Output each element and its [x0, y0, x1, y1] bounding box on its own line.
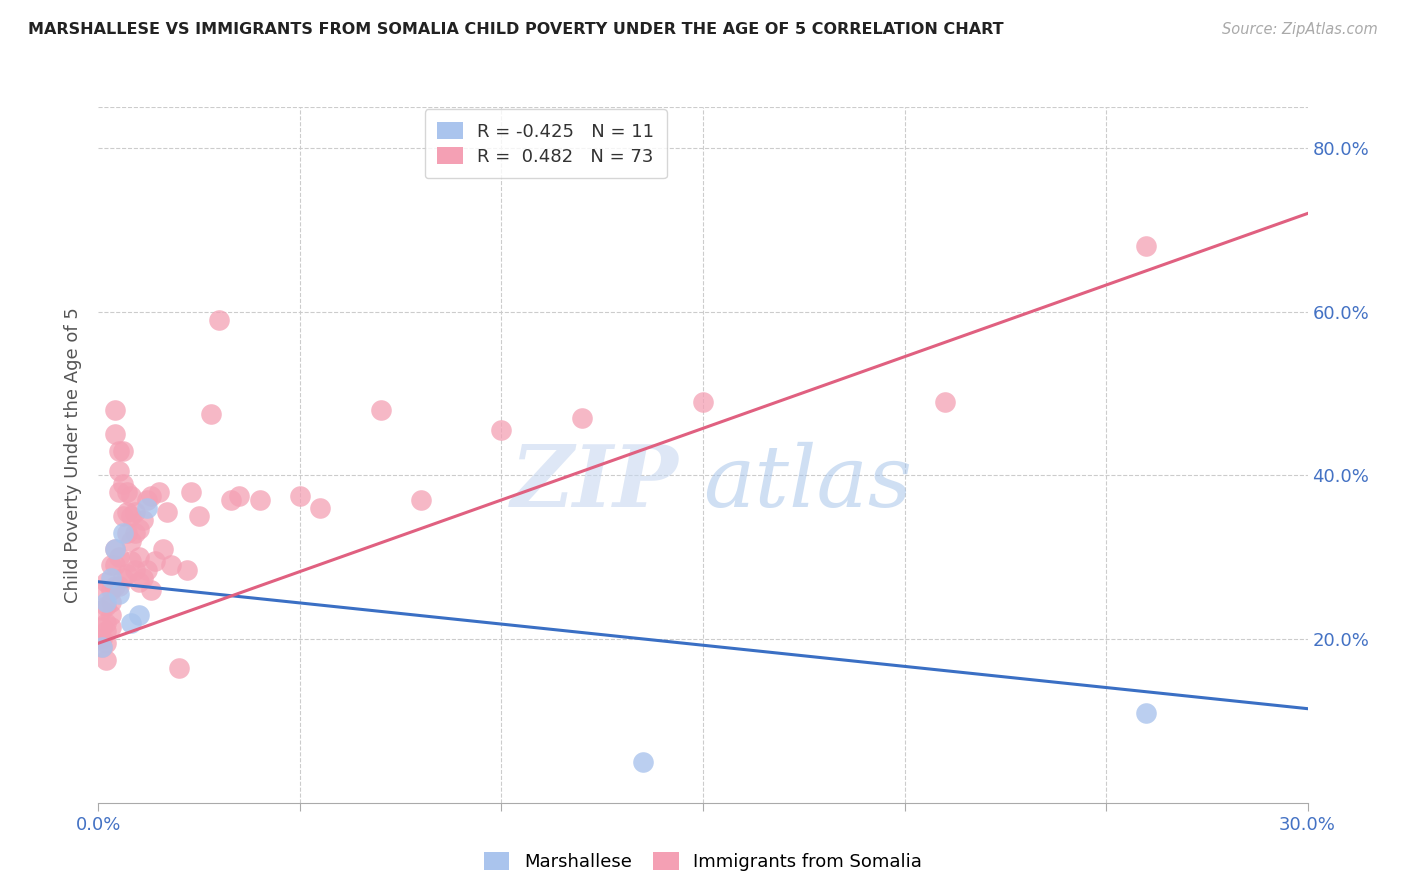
Point [249, 492, 271, 507]
Point [96, 636, 118, 650]
Point [221, 492, 243, 507]
Point [132, 571, 155, 585]
Point [934, 394, 956, 409]
Text: MARSHALLESE VS IMMIGRANTS FROM SOMALIA CHILD POVERTY UNDER THE AGE OF 5 CORRELAT: MARSHALLESE VS IMMIGRANTS FROM SOMALIA C… [28, 22, 1004, 37]
Point [309, 501, 332, 516]
Point [370, 403, 392, 417]
Text: atlas: atlas [703, 442, 912, 524]
Point [124, 525, 146, 540]
Point [103, 558, 125, 573]
Point [120, 509, 142, 524]
Point [160, 558, 183, 573]
Point [107, 443, 129, 458]
Point [111, 443, 134, 458]
Y-axis label: Child Poverty Under the Age of 5: Child Poverty Under the Age of 5 [63, 307, 82, 603]
Point [111, 476, 134, 491]
Point [631, 755, 654, 769]
Point [200, 407, 222, 421]
Point [176, 562, 198, 576]
Point [128, 607, 150, 622]
Point [152, 542, 174, 557]
Point [100, 607, 122, 622]
Point [156, 505, 179, 519]
Point [208, 313, 231, 327]
Point [1135, 706, 1157, 720]
Point [128, 574, 150, 589]
Point [124, 505, 146, 519]
Point [139, 489, 162, 503]
Point [91, 640, 114, 655]
Point [107, 484, 129, 499]
Point [96, 599, 118, 614]
Point [103, 542, 125, 557]
Point [135, 562, 157, 576]
Point [167, 661, 190, 675]
Point [120, 489, 142, 503]
Point [228, 489, 250, 503]
Point [288, 489, 311, 503]
Point [571, 411, 593, 425]
Point [100, 571, 122, 585]
Point [115, 566, 138, 581]
Point [120, 615, 142, 630]
Point [103, 542, 125, 557]
Point [120, 554, 142, 568]
Point [128, 550, 150, 565]
Point [143, 554, 166, 568]
Point [135, 501, 157, 516]
Point [100, 558, 122, 573]
Legend: R = -0.425   N = 11, R =  0.482   N = 73: R = -0.425 N = 11, R = 0.482 N = 73 [425, 109, 666, 178]
Point [132, 513, 155, 527]
Point [107, 464, 129, 478]
Point [96, 652, 118, 666]
Point [115, 484, 138, 499]
Point [124, 562, 146, 576]
Point [100, 595, 122, 609]
Point [103, 579, 125, 593]
Point [692, 394, 714, 409]
Point [96, 624, 118, 638]
Point [91, 640, 114, 655]
Point [188, 509, 211, 524]
Point [491, 423, 513, 437]
Point [115, 505, 138, 519]
Point [103, 427, 125, 442]
Point [148, 484, 170, 499]
Point [96, 615, 118, 630]
Point [91, 620, 114, 634]
Point [107, 587, 129, 601]
Text: Source: ZipAtlas.com: Source: ZipAtlas.com [1222, 22, 1378, 37]
Point [115, 525, 138, 540]
Point [139, 582, 162, 597]
Point [128, 522, 150, 536]
Point [1135, 239, 1157, 253]
Point [409, 492, 432, 507]
Point [107, 550, 129, 565]
Point [96, 595, 118, 609]
Point [107, 579, 129, 593]
Point [103, 403, 125, 417]
Point [111, 509, 134, 524]
Point [135, 492, 157, 507]
Point [91, 582, 114, 597]
Text: ZIP: ZIP [510, 441, 679, 524]
Point [100, 582, 122, 597]
Point [111, 571, 134, 585]
Point [91, 632, 114, 646]
Point [91, 603, 114, 617]
Point [111, 525, 134, 540]
Legend: Marshallese, Immigrants from Somalia: Marshallese, Immigrants from Somalia [477, 846, 929, 879]
Point [120, 533, 142, 548]
Point [100, 620, 122, 634]
Point [96, 574, 118, 589]
Point [180, 484, 202, 499]
